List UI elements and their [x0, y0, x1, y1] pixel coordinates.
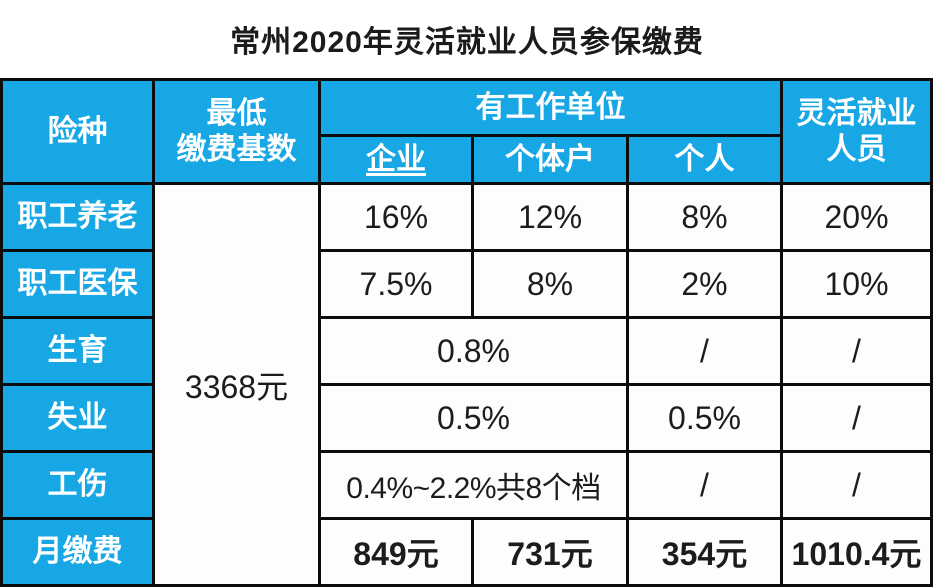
cell-work-injury-flexible: / — [780, 450, 933, 520]
header-employed-group: 有工作单位 — [318, 78, 783, 137]
header-flexible-line2: 人员 — [826, 132, 887, 166]
cell-monthly-enterprise: 849元 — [318, 517, 474, 587]
header-self-employed: 个体户 — [471, 134, 629, 185]
row-label-employee-pension: 职工养老 — [0, 182, 155, 252]
cell-pension-self-employed: 12% — [471, 182, 629, 252]
cell-maternity-individual: / — [626, 316, 783, 386]
header-flexible-line1: 灵活就业 — [796, 97, 917, 131]
header-row-sub: 企业 个体户 个人 — [2, 134, 932, 185]
cell-work-injury-employer: 0.4%~2.2%共8个档 — [318, 450, 629, 520]
header-min-base: 最低 缴费基数 — [152, 78, 321, 185]
header-enterprise-label: 企业 — [366, 142, 426, 176]
row-unemployment: 失业 0.5% 0.5% / — [0, 383, 933, 453]
page-title: 常州2020年灵活就业人员参保缴费 — [230, 26, 704, 59]
cell-medical-individual: 2% — [626, 249, 783, 319]
row-label-work-injury: 工伤 — [0, 450, 155, 520]
row-employee-medical: 职工医保 7.5% 8% 2% 10% — [0, 249, 933, 319]
cell-medical-self-employed: 8% — [471, 249, 629, 319]
header-row-top: 险种 最低 缴费基数 有工作单位 灵活就业 人员 — [0, 78, 933, 185]
cell-monthly-flexible: 1010.4元 — [780, 517, 933, 587]
cell-monthly-self-employed: 731元 — [471, 517, 629, 587]
header-min-base-line1: 最低 — [206, 97, 267, 131]
cell-maternity-employer: 0.8% — [318, 316, 629, 386]
header-individual: 个人 — [626, 134, 783, 185]
row-monthly-payment: 月缴费 849元 731元 354元 1010.4元 — [0, 517, 933, 587]
row-label-monthly-payment: 月缴费 — [0, 517, 155, 587]
cell-pension-individual: 8% — [626, 182, 783, 252]
header-min-base-line2: 缴费基数 — [176, 132, 297, 166]
cell-pension-flexible: 20% — [780, 182, 933, 252]
cell-medical-flexible: 10% — [780, 249, 933, 319]
cell-medical-enterprise: 7.5% — [318, 249, 474, 319]
cell-pension-enterprise: 16% — [318, 182, 474, 252]
cell-work-injury-individual: / — [626, 450, 783, 520]
cell-monthly-individual: 354元 — [626, 517, 783, 587]
cell-unemployment-flexible: / — [780, 383, 933, 453]
contribution-rate-table: 险种 最低 缴费基数 有工作单位 灵活就业 人员 企业 个体户 个人 职工养老 … — [0, 78, 933, 587]
row-employee-pension: 职工养老 3368元 16% 12% 8% 20% — [0, 182, 933, 587]
row-label-employee-medical: 职工医保 — [0, 249, 155, 319]
cell-unemployment-employer: 0.5% — [318, 383, 629, 453]
cell-min-base-value: 3368元 — [152, 182, 321, 587]
title-bar: 常州2020年灵活就业人员参保缴费 — [0, 0, 934, 78]
cell-unemployment-individual: 0.5% — [626, 383, 783, 453]
cell-maternity-flexible: / — [780, 316, 933, 386]
header-insurance-type: 险种 — [0, 78, 155, 185]
row-work-injury: 工伤 0.4%~2.2%共8个档 / / — [0, 450, 933, 520]
header-enterprise: 企业 — [318, 134, 474, 185]
row-maternity: 生育 0.8% / / — [0, 316, 933, 386]
row-label-maternity: 生育 — [0, 316, 155, 386]
row-label-unemployment: 失业 — [0, 383, 155, 453]
header-flexible-employment: 灵活就业 人员 — [780, 78, 933, 185]
